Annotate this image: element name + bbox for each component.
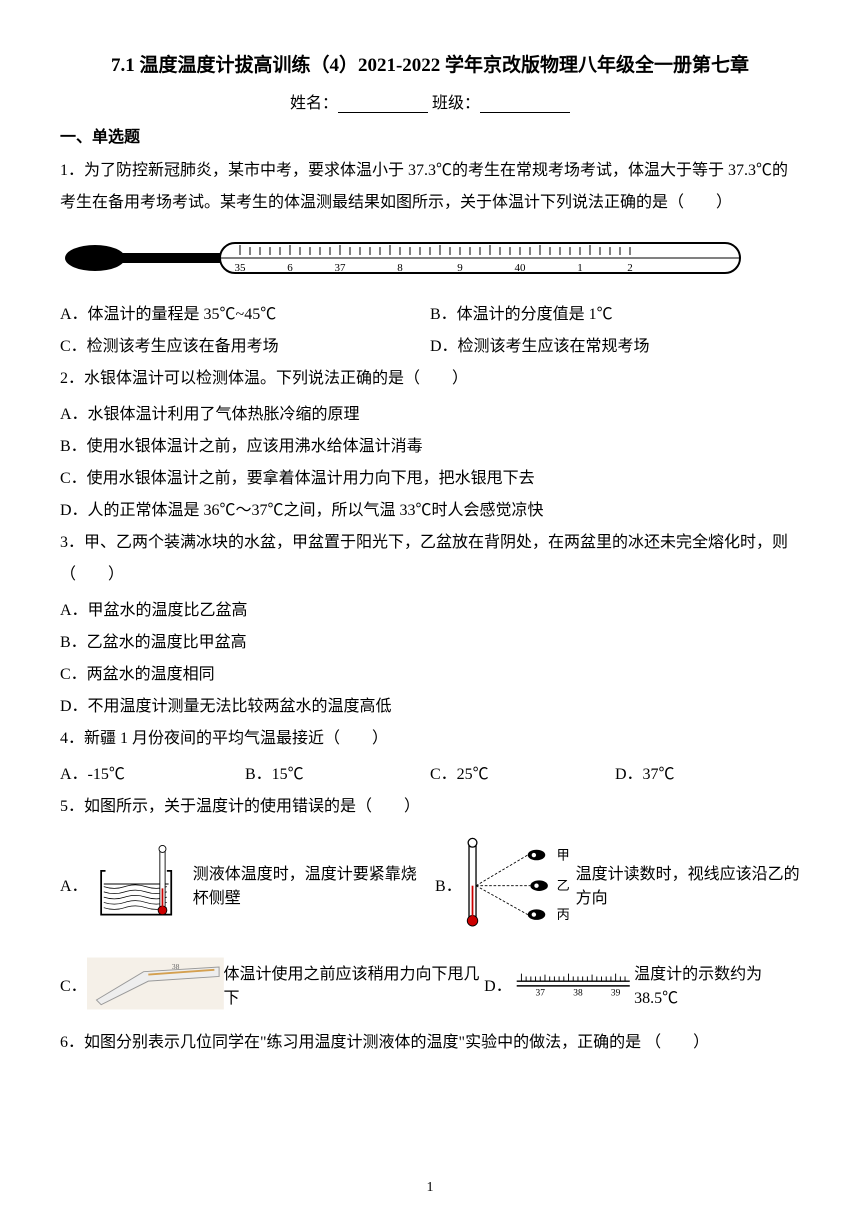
q3-opt-b[interactable]: B．乙盆水的温度比甲盆高 [60,627,800,659]
page-number: 1 [427,1180,434,1196]
class-label: 班级： [432,95,480,112]
question-2: 2．水银体温计可以检测体温。下列说法正确的是（ ） [60,363,800,395]
q1-opt-c[interactable]: C．检测该考生应该在备用考场 [60,331,430,363]
svg-text:9: 9 [457,262,463,274]
name-blank[interactable] [338,97,428,113]
svg-text:8: 8 [397,262,403,274]
question-1: 1．为了防控新冠肺炎，某市中考，要求体温小于 37.3℃的考生在常规考场考试，体… [60,155,800,219]
svg-text:38: 38 [573,988,583,998]
q4-opt-c[interactable]: C．25℃ [430,759,615,791]
q2-opt-d[interactable]: D．人的正常体温是 36℃～37℃之间，所以气温 33℃时人会感觉凉快 [60,495,800,527]
eye-direction-icon: 甲 乙 丙 [462,831,576,936]
q5-c-label: C． [60,972,87,996]
question-5: 5．如图所示，关于温度计的使用错误的是（ ） [60,791,800,823]
q5-row-ab: A． 测液体温度时，温度计要紧靠烧杯侧壁 B． [60,831,800,936]
q2-opt-a[interactable]: A．水银体温计利用了气体热胀冷缩的原理 [60,399,800,431]
svg-text:35: 35 [235,262,247,274]
q1-opt-a[interactable]: A．体温计的量程是 35℃~45℃ [60,299,430,331]
svg-text:2: 2 [627,262,633,274]
page-title: 7.1 温度温度计拔高训练（4）2021-2022 学年京改版物理八年级全一册第… [60,50,800,77]
q5-d-label: D． [484,972,512,996]
name-label: 姓名： [290,95,338,112]
name-class-line: 姓名： 班级： [60,89,800,113]
section-1-header: 一、单选题 [60,123,800,147]
q5-opt-a[interactable]: A． 测液体温度时，温度计要紧靠烧杯侧壁 [60,839,431,929]
q5-opt-b[interactable]: B． 甲 乙 丙 温度计读数时，视线应该沿乙的方向 [435,831,800,936]
q5-d-text: 温度计的示数约为 38.5℃ [634,960,800,1008]
q4-opt-a[interactable]: A．-15℃ [60,759,245,791]
q1-options-row2: C．检测该考生应该在备用考场 D．检测该考生应该在常规考场 [60,331,800,363]
svg-text:39: 39 [611,988,621,998]
scale-icon: 37 38 39 [512,969,634,999]
question-6: 6．如图分别表示几位同学在"练习用温度计测液体的温度"实验中的做法，正确的是 （… [60,1027,800,1059]
q5-b-text: 温度计读数时，视线应该沿乙的方向 [576,860,800,908]
q5-opt-c[interactable]: C． 38 体温计使用之前应该稍用力向下甩几下 [60,956,480,1011]
svg-text:乙: 乙 [556,878,569,893]
q5-opt-d[interactable]: D． 37 38 39 温度计的示数约为 38.5℃ [484,960,800,1008]
q2-opt-c[interactable]: C．使用水银体温计之前，要拿着体温计用力向下甩，把水银甩下去 [60,463,800,495]
q1-options-row1: A．体温计的量程是 35℃~45℃ B．体温计的分度值是 1℃ [60,299,800,331]
svg-text:40: 40 [515,262,527,274]
q4-opt-b[interactable]: B．15℃ [245,759,430,791]
question-3: 3．甲、乙两个装满冰块的水盆，甲盆置于阳光下，乙盆放在背阴处，在两盆里的冰还未完… [60,527,800,591]
q4-opt-d[interactable]: D．37℃ [615,759,800,791]
q5-b-label: B． [435,872,462,896]
q1-opt-d[interactable]: D．检测该考生应该在常规考场 [430,331,800,363]
q5-c-text: 体温计使用之前应该稍用力向下甩几下 [224,960,481,1008]
q3-opt-d[interactable]: D．不用温度计测量无法比较两盆水的温度高低 [60,691,800,723]
svg-text:38: 38 [172,962,180,971]
q2-opt-b[interactable]: B．使用水银体温计之前，应该用沸水给体温计消毒 [60,431,800,463]
q3-opt-c[interactable]: C．两盆水的温度相同 [60,659,800,691]
svg-text:37: 37 [335,262,347,274]
svg-text:37: 37 [535,988,545,998]
class-blank[interactable] [480,97,570,113]
q3-opt-a[interactable]: A．甲盆水的温度比乙盆高 [60,595,800,627]
q5-a-text: 测液体温度时，温度计要紧靠烧杯侧壁 [193,860,431,908]
svg-text:1: 1 [577,262,583,274]
clinical-thermometer-icon: 38 [87,956,224,1011]
svg-text:甲: 甲 [556,847,569,862]
q4-options: A．-15℃ B．15℃ C．25℃ D．37℃ [60,759,800,791]
thermometer-icon: 35 6 37 8 9 40 1 2 [60,231,760,286]
question-4: 4．新疆 1 月份夜间的平均气温最接近（ ） [60,723,800,755]
q1-opt-b[interactable]: B．体温计的分度值是 1℃ [430,299,800,331]
q5-row-cd: C． 38 体温计使用之前应该稍用力向下甩几下 D． 37 38 39 温度计的… [60,956,800,1011]
beaker-thermometer-icon [88,839,193,929]
svg-text:6: 6 [287,262,293,274]
svg-text:丙: 丙 [556,907,569,922]
q5-a-label: A． [60,872,88,896]
